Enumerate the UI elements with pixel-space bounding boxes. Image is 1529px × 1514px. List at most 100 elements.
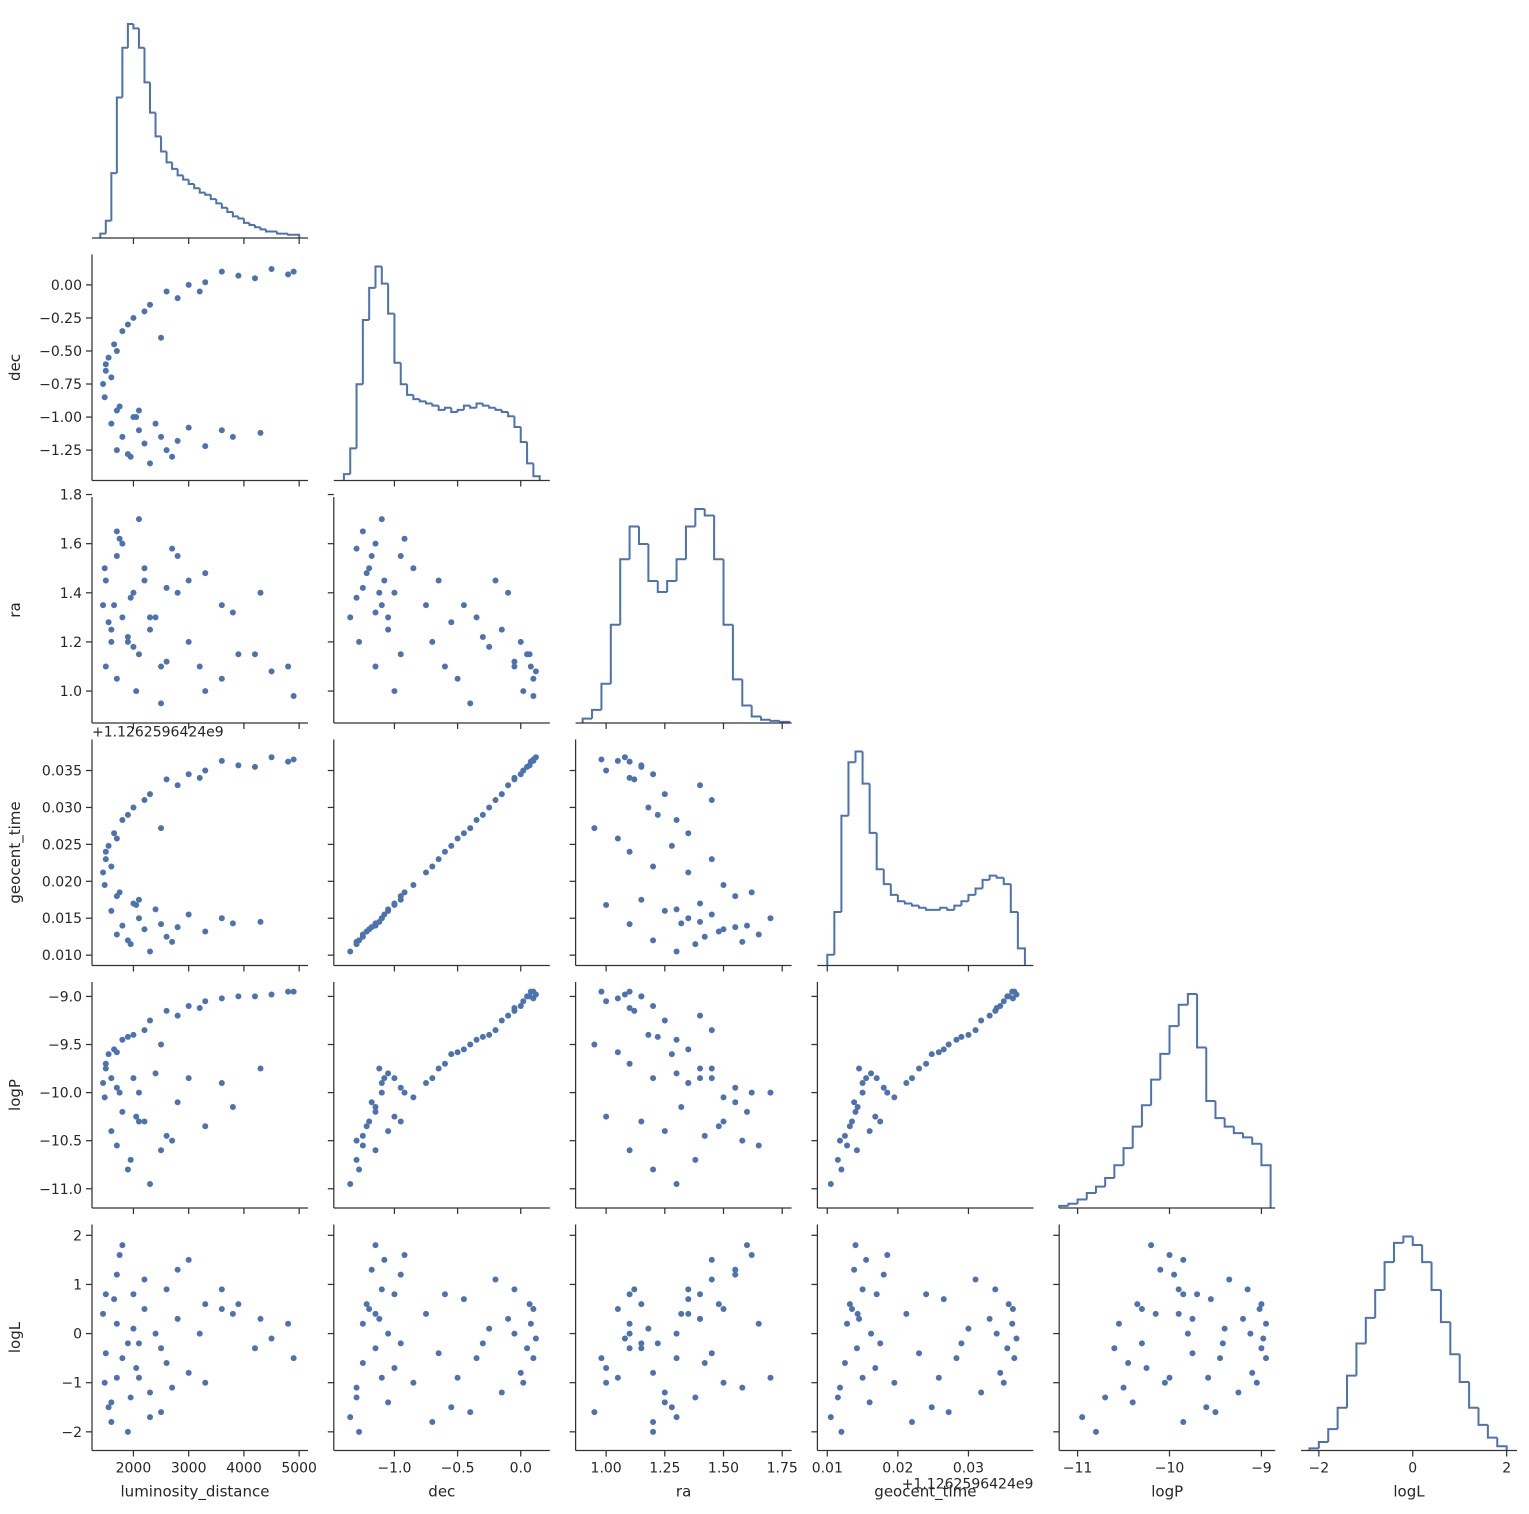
scatter-point [158,921,165,928]
histogram-step [1131,1125,1142,1149]
scatter-point [614,835,621,842]
histogram-step [1458,1354,1470,1384]
scatter-point [124,634,131,641]
scatter-point [218,1286,225,1293]
histogram-step [342,473,351,481]
scatter-point [661,791,668,798]
scatter-point [105,842,112,849]
scatter-point [614,1049,621,1056]
scatter-point [441,848,448,855]
scatter-point [435,1065,442,1072]
scatter-point [486,1031,493,1038]
scatter-point [673,906,680,913]
scatter-point [708,797,715,804]
histogram-step [265,229,272,233]
histogram-step [703,509,715,517]
scatter-point [152,614,159,621]
scatter-point [872,1364,879,1371]
scatter-point [645,804,652,811]
scatter-point [1212,1409,1219,1416]
y-tick-label: 0.015 [42,911,82,927]
scatter-point [401,889,408,896]
histogram-step [903,901,912,905]
y-tick-label: −0.25 [39,311,82,327]
histogram-step [925,907,934,911]
scatter-point [692,941,699,948]
scatter-point [356,1428,363,1435]
scatter-point [1235,1389,1242,1396]
scatter-point [697,1315,704,1322]
scatter-point [708,1256,715,1263]
scatter-point [460,1296,467,1303]
y-tick-label: −1 [61,1376,82,1392]
scatter-point [1079,1414,1086,1421]
scatter-point [908,1075,915,1082]
scatter-point [1189,1350,1196,1357]
histogram-step [198,188,206,194]
scatter-point [257,589,264,596]
scatter-point [978,1017,985,1024]
histogram-step [731,624,743,681]
scatter-point [1166,1251,1173,1258]
scatter-point [124,1428,131,1435]
scatter-point [848,1306,855,1313]
histogram-step [450,407,458,414]
scatter-point [1092,1428,1099,1435]
scatter-point [1009,1306,1016,1313]
scatter-point [505,1315,512,1322]
scatter-point [101,881,108,888]
scatter-point [838,1428,845,1435]
scatter-point [851,1099,858,1106]
scatter-point [1226,1276,1233,1283]
scatter-point [163,776,170,783]
scatter-point [147,1180,154,1187]
scatter-point [530,692,537,699]
scatter-point [102,663,109,670]
y-tick-label: 0.030 [42,800,82,816]
scatter-point [460,830,467,837]
x-tick-label: −2 [1309,1461,1330,1477]
x-tick-label: 1.75 [767,1461,798,1477]
scatter-point [697,1075,704,1082]
scatter-point [1161,1379,1168,1386]
scatter-point [196,1330,203,1337]
histogram-step [1392,1241,1404,1263]
scatter-point [748,889,755,896]
scatter-point [441,1291,448,1298]
histogram-step [713,515,724,561]
scatter-point [378,1079,385,1086]
histogram-step [253,225,261,229]
histogram-step [854,750,863,763]
scatter-point [372,1147,379,1154]
x-axis-label: luminosity_distance [121,1483,270,1502]
scatter-point [486,643,493,650]
scatter-point [257,1315,264,1322]
scatter-point [715,928,722,935]
scatter-point [603,1113,610,1120]
scatter-point [720,881,727,888]
scatter-point [116,535,123,542]
scatter-point [130,314,137,321]
histogram-step [1411,1236,1423,1247]
y-tick-label: −1.25 [39,443,82,459]
scatter-point [492,1276,499,1283]
scatter-point [229,920,236,927]
scatter-point [1247,1330,1254,1337]
scatter-point [678,1104,685,1111]
histogram-step [519,427,528,443]
histogram-step [399,362,408,386]
scatter-point [169,1137,176,1144]
scatter-point [359,1360,366,1367]
scatter-point [257,1065,264,1072]
histogram-step [1016,912,1026,966]
scatter-point [614,757,621,764]
scatter-point [141,1118,148,1125]
histogram-step [1140,1104,1152,1127]
x-tick-label: 0.0 [510,1461,532,1477]
x-axis-label: logL [1393,1483,1425,1501]
scatter-point [135,1118,142,1125]
scatter-point [520,688,527,695]
scatter-point [372,1242,379,1249]
scatter-point [108,907,115,914]
scatter-point [119,433,126,440]
